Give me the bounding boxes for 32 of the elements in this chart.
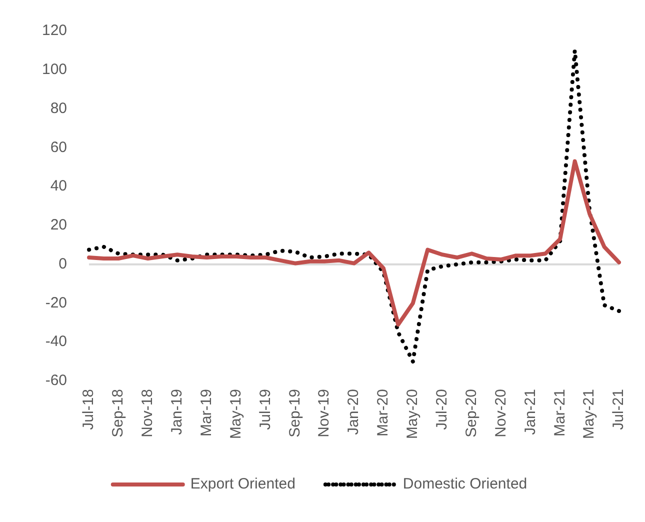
x-tick-label: Jul-20 — [433, 388, 450, 430]
y-tick-label: -60 — [45, 372, 68, 390]
y-tick-label: 60 — [50, 138, 68, 156]
x-tick-label: Mar-19 — [198, 388, 215, 436]
x-tick-label: Nov-19 — [316, 388, 333, 438]
y-tick-label: -40 — [45, 333, 68, 350]
x-tick-label: Jul-18 — [80, 388, 98, 430]
x-tick-label: Jan-20 — [345, 388, 362, 435]
y-tick-label: 100 — [42, 61, 68, 78]
x-tick-label: Mar-21 — [551, 388, 568, 436]
y-tick-label: 0 — [58, 255, 68, 272]
y-tick-label: -20 — [45, 294, 68, 312]
x-tick-label: Sep-19 — [286, 388, 304, 438]
legend-label: Export Oriented — [190, 476, 296, 493]
x-tick-label: Jan-19 — [168, 388, 186, 435]
x-tick-label: Sep-20 — [462, 388, 480, 438]
x-tick-label: Sep-18 — [110, 388, 127, 438]
x-tick-label: Mar-20 — [374, 388, 392, 436]
x-tick-label: Jul-19 — [256, 388, 274, 430]
x-tick-label: Jan-21 — [522, 388, 539, 435]
legend-label: Domestic Oriented — [402, 476, 528, 493]
y-tick-label: 20 — [50, 216, 68, 234]
line-series — [87, 48, 621, 364]
y-tick-label: 40 — [50, 178, 68, 195]
y-tick-label: 120 — [42, 22, 68, 40]
x-tick-label: May-20 — [404, 388, 422, 440]
x-tick-label: Nov-18 — [139, 388, 156, 438]
y-tick-label: 80 — [50, 100, 68, 117]
x-tick-label: May-19 — [227, 388, 244, 440]
x-tick-label: May-21 — [580, 388, 598, 440]
x-tick-label: Jul-21 — [610, 388, 628, 430]
x-tick-label: Nov-20 — [492, 388, 510, 438]
